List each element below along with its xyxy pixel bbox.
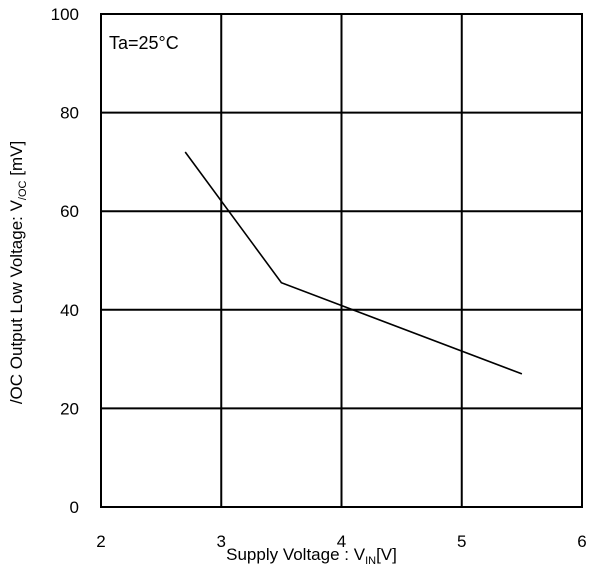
x-axis-title: Supply Voltage : VIN[V] <box>226 545 397 567</box>
x-tick-label: 6 <box>577 532 586 551</box>
x-axis-title-main: Supply Voltage : V <box>226 545 366 564</box>
y-axis-title-main: /OC Output Low Voltage: V <box>7 199 26 404</box>
y-tick-label: 0 <box>70 498 79 517</box>
series-layer <box>184 151 523 375</box>
y-tick-label: 100 <box>51 5 79 24</box>
x-tick-label: 2 <box>96 532 105 551</box>
y-tick-label: 60 <box>60 202 79 221</box>
series-line <box>184 151 523 375</box>
y-axis-title-subscript: /OC <box>17 180 29 200</box>
y-axis-title: /OC Output Low Voltage: V/OC [mV] <box>7 141 29 404</box>
x-axis-title-subscript: IN <box>365 555 376 567</box>
plot-frame <box>100 13 583 508</box>
y-axis-title-unit: [mV] <box>7 141 26 181</box>
y-tick-label: 80 <box>60 104 79 123</box>
grid-layer <box>101 14 582 507</box>
y-tick-label: 20 <box>60 399 79 418</box>
x-tick-label: 5 <box>457 532 466 551</box>
x-tick-label: 3 <box>217 532 226 551</box>
x-tick-label: 4 <box>337 532 346 551</box>
x-axis-title-unit: [V] <box>376 545 397 564</box>
temperature-annotation: Ta=25°C <box>109 33 179 53</box>
y-tick-label: 40 <box>60 301 79 320</box>
